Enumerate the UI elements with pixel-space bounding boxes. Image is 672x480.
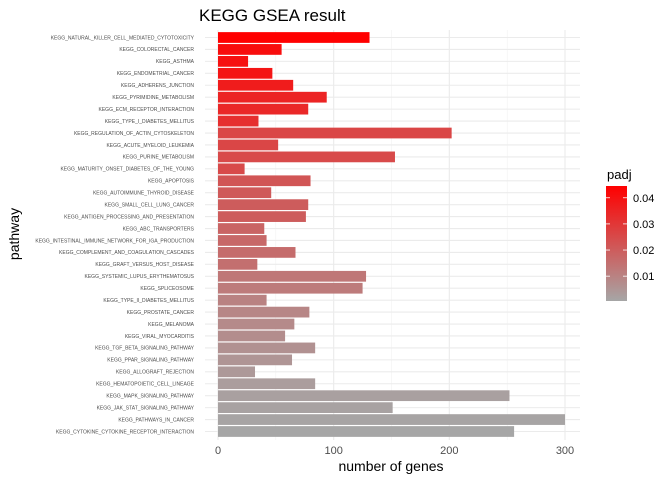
- y-tick-label: KEGG_MELANOMA: [148, 322, 195, 328]
- bar-kegg-natural-killer-cell-mediated-cytotoxicity: [218, 32, 370, 43]
- y-tick-label: KEGG_ADHERENS_JUNCTION: [121, 83, 194, 89]
- y-tick-label: KEGG_CYTOKINE_CYTOKINE_RECEPTOR_INTERACT…: [56, 429, 194, 435]
- bar-kegg-allograft-rejection: [218, 366, 256, 378]
- y-tick-label: KEGG_REGULATION_OF_ACTIN_CYTOSKELETON: [74, 131, 194, 137]
- y-tick-label: KEGG_AUTOIMMUNE_THYROID_DISEASE: [93, 191, 195, 197]
- legend-tick-label: 0.04: [633, 193, 654, 205]
- bar-kegg-endometrial-cancer: [218, 67, 273, 79]
- x-tick-label: 0: [215, 445, 221, 457]
- legend-ticks: 0.01 0.02 0.03 0.04: [606, 193, 654, 283]
- bar-kegg-ppar-signaling-pathway: [218, 354, 293, 366]
- y-axis-title: pathway: [6, 208, 22, 260]
- y-tick-label: KEGG_ENDOMETRIAL_CANCER: [117, 71, 195, 77]
- y-tick-label: KEGG_JAK_STAT_SIGNALING_PATHWAY: [97, 405, 195, 411]
- y-tick-label: KEGG_PROSTATE_CANCER: [127, 310, 195, 316]
- bar-kegg-maturity-onset-diabetes-of-the-young: [218, 163, 245, 175]
- bar-kegg-type-ii-diabetes-mellitus: [218, 294, 267, 306]
- y-tick-label: KEGG_SYSTEMIC_LUPUS_ERYTHEMATOSUS: [85, 274, 195, 280]
- bar-kegg-antigen-processing-and-presentation: [218, 211, 306, 222]
- x-axis-title: number of genes: [338, 458, 443, 474]
- y-tick-label: KEGG_TYPE_II_DIABETES_MELLITUS: [103, 298, 194, 304]
- y-tick-label: KEGG_NATURAL_KILLER_CELL_MEDIATED_CYTOTO…: [51, 35, 195, 41]
- y-tick-label: KEGG_MAPK_SIGNALING_PATHWAY: [106, 393, 194, 399]
- y-tick-label: KEGG_COLORECTAL_CANCER: [119, 47, 194, 53]
- y-tick-label: KEGG_ECM_RECEPTOR_INTERACTION: [99, 107, 195, 113]
- bar-kegg-adherens-junction: [218, 79, 294, 91]
- legend-colorbar: [606, 186, 627, 301]
- y-tick-label: KEGG_SMALL_CELL_LUNG_CANCER: [105, 202, 195, 208]
- y-tick-label: KEGG_APOPTOSIS: [148, 179, 195, 185]
- bar-kegg-acute-myeloid-leukemia: [218, 139, 279, 151]
- bar-kegg-ecm-receptor-interaction: [218, 103, 309, 115]
- bar-kegg-complement-and-coagulation-cascades: [218, 247, 296, 258]
- bar-kegg-prostate-cancer: [218, 306, 310, 318]
- bar-kegg-melanoma: [218, 318, 295, 330]
- legend-tick-label: 0.03: [633, 219, 654, 231]
- y-tick-label: KEGG_MATURITY_ONSET_DIABETES_OF_THE_YOUN…: [60, 167, 194, 173]
- x-axis-ticks: 0 100 200 300: [215, 445, 574, 457]
- bar-kegg-tgf-beta-signaling-pathway: [218, 342, 316, 354]
- bar-kegg-pathways-in-cancer: [218, 414, 565, 425]
- bar-kegg-mapk-signaling-pathway: [218, 390, 510, 402]
- bar-kegg-viral-myocarditis: [218, 330, 286, 342]
- legend: padj 0.01 0.02 0.03 0.04: [606, 167, 654, 301]
- y-tick-label: KEGG_VIRAL_MYOCARDITIS: [125, 334, 195, 340]
- y-tick-label: KEGG_ACUTE_MYELOID_LEUKEMIA: [106, 143, 194, 149]
- y-tick-label: KEGG_COMPLEMENT_AND_COAGULATION_CASCADES: [59, 250, 195, 256]
- legend-tick-label: 0.01: [633, 271, 654, 283]
- legend-title: padj: [607, 167, 632, 182]
- bar-kegg-intestinal-immune-network-for-iga-production: [218, 235, 267, 246]
- y-tick-label: KEGG_ALLOGRAFT_REJECTION: [116, 370, 194, 376]
- y-tick-label: KEGG_TGF_BETA_SIGNALING_PATHWAY: [95, 346, 195, 352]
- bar-kegg-apoptosis: [218, 175, 311, 187]
- legend-tick-label: 0.02: [633, 245, 654, 257]
- x-tick-label: 200: [440, 445, 458, 457]
- chart-title: KEGG GSEA result: [199, 6, 346, 25]
- y-tick-label: KEGG_INTESTINAL_IMMUNE_NETWORK_FOR_IGA_P…: [35, 238, 194, 244]
- bar-kegg-systemic-lupus-erythematosus: [218, 270, 367, 282]
- x-tick-label: 100: [324, 445, 342, 457]
- bar-kegg-spliceosome: [218, 282, 363, 294]
- bar-kegg-autoimmune-thyroid-disease: [218, 187, 272, 199]
- y-tick-label: KEGG_HEMATOPOIETIC_CELL_LINEAGE: [96, 382, 195, 388]
- y-tick-label: KEGG_SPLICEOSOME: [140, 286, 194, 292]
- y-tick-label: KEGG_ABC_TRANSPORTERS: [123, 226, 195, 232]
- bar-kegg-jak-stat-signaling-pathway: [218, 402, 393, 413]
- y-tick-label: KEGG_PURINE_METABOLISM: [123, 155, 194, 161]
- bar-kegg-regulation-of-actin-cytoskeleton: [218, 127, 452, 139]
- y-tick-label: KEGG_PPAR_SIGNALING_PATHWAY: [107, 358, 194, 364]
- bar-kegg-abc-transporters: [218, 223, 265, 234]
- y-axis-labels: KEGG_NATURAL_KILLER_CELL_MEDIATED_CYTOTO…: [35, 35, 194, 435]
- y-tick-label: KEGG_PATHWAYS_IN_CANCER: [118, 417, 194, 423]
- bar-kegg-purine-metabolism: [218, 151, 395, 163]
- bar-kegg-pyrimidine-metabolism: [218, 91, 327, 103]
- bar-kegg-colorectal-cancer: [218, 44, 282, 55]
- y-tick-label: KEGG_PYRIMIDINE_METABOLISM: [112, 95, 194, 101]
- y-tick-label: KEGG_TYPE_I_DIABETES_MELLITUS: [105, 119, 195, 125]
- plot-panel: [205, 30, 580, 440]
- y-tick-label: KEGG_GRAFT_VERSUS_HOST_DISEASE: [95, 262, 194, 268]
- bar-kegg-small-cell-lung-cancer: [218, 199, 309, 211]
- bar-kegg-cytokine-cytokine-receptor-interaction: [218, 426, 515, 437]
- bar-kegg-asthma: [218, 56, 249, 67]
- bar-kegg-hematopoietic-cell-lineage: [218, 378, 316, 390]
- y-tick-label: KEGG_ANTIGEN_PROCESSING_AND_PRESENTATION: [64, 214, 194, 220]
- bar-kegg-type-i-diabetes-mellitus: [218, 115, 259, 127]
- bar-kegg-graft-versus-host-disease: [218, 258, 258, 270]
- x-tick-label: 300: [556, 445, 574, 457]
- bars: [218, 32, 565, 437]
- y-tick-label: KEGG_ASTHMA: [156, 59, 195, 65]
